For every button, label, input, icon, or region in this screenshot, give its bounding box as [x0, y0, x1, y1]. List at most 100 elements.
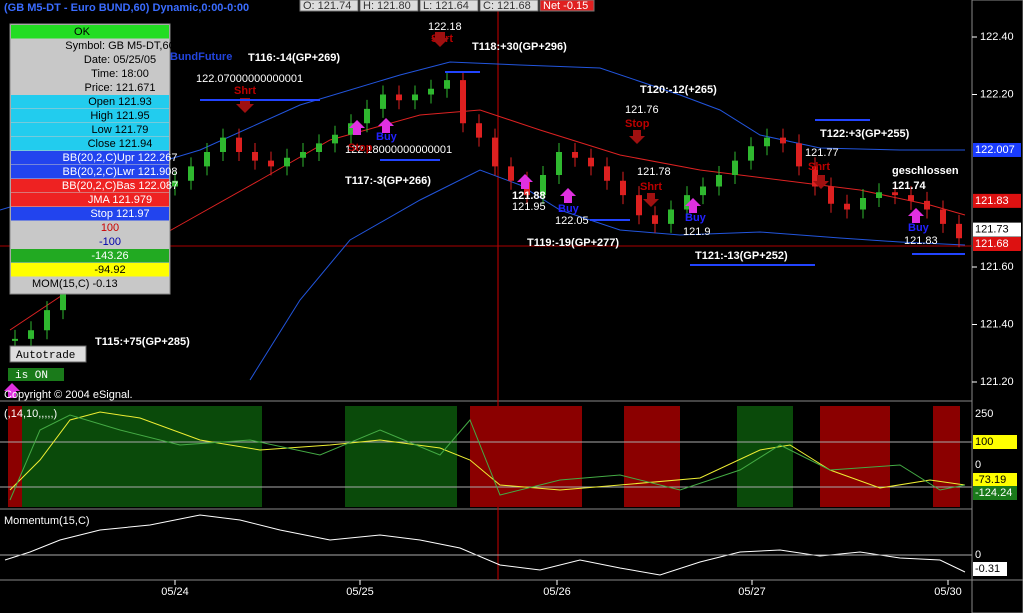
- short-arrow: [629, 130, 645, 144]
- candle-body: [924, 200, 930, 210]
- price-marker: [973, 142, 1021, 157]
- candle-body: [12, 338, 18, 341]
- candle-body: [716, 175, 722, 187]
- annotation: 121.76: [625, 104, 659, 116]
- candle-body: [700, 186, 706, 196]
- candle-body: [572, 152, 578, 158]
- annotation: 121.9: [683, 226, 711, 238]
- date-label: 05/24: [161, 586, 189, 598]
- candle-body: [460, 80, 466, 124]
- candle-body: [732, 160, 738, 175]
- annotation: 121.83: [904, 235, 938, 247]
- panel-row: [11, 235, 169, 249]
- panel-row-text: Stop 121.97: [90, 208, 149, 220]
- annotation: 122.05: [555, 215, 589, 227]
- candle-body: [188, 166, 194, 181]
- panel-row-text: Date: 05/25/05: [84, 54, 156, 66]
- panel-row-text: -143.26: [91, 250, 128, 262]
- candle-body: [588, 157, 594, 167]
- ohlc-box: [419, 0, 479, 12]
- panel-row: [11, 179, 169, 193]
- candle-body: [300, 152, 306, 158]
- annotation: T115:+75(GP+285): [95, 336, 190, 348]
- panel-row-text: 100: [101, 222, 119, 234]
- price-marker: [973, 193, 1021, 208]
- momentum-axis-label: 0: [975, 549, 981, 561]
- candle-body: [348, 123, 354, 135]
- panel-row-text: BB(20,2,C)Lwr 121.908: [63, 166, 178, 178]
- panel-row: [11, 123, 169, 137]
- ohlc-value: Net -0.15: [543, 0, 588, 12]
- oscillator-zone: [470, 406, 582, 507]
- oscillator-zone: [345, 406, 457, 507]
- momentum-line: [4, 514, 966, 576]
- annotation: Shrt: [640, 181, 662, 193]
- ohlc-value: C: 121.68: [483, 0, 531, 12]
- candle-body: [540, 175, 546, 196]
- chart-title: (GB M5-DT - Euro BUND,60) Dynamic,0:00-0…: [4, 2, 249, 14]
- candle-body: [428, 88, 434, 95]
- candle-body: [796, 143, 802, 167]
- buy-arrow: [560, 188, 576, 203]
- annotation: Buy: [376, 131, 398, 143]
- autotrade-button[interactable]: [9, 345, 87, 363]
- candle-body: [284, 157, 290, 167]
- oscillator-zone: [22, 406, 262, 507]
- annotation: Buy: [685, 212, 707, 224]
- main-pane: T115:+75(GP+285) T116:-14(GP+269) T117:-3(…: [0, 21, 966, 398]
- annotation: Stop: [348, 142, 373, 154]
- annotation: T119:-19(GP+277): [527, 237, 619, 249]
- annotation: geschlossen: [892, 165, 959, 177]
- annotation: Stop: [625, 118, 650, 130]
- status-label: is ON: [15, 370, 48, 382]
- oscillator-background: [0, 406, 972, 507]
- band-upper: [0, 61, 965, 211]
- buy-arrow: [685, 198, 701, 213]
- oscillator-label: (,14,10,,,,,): [4, 408, 57, 420]
- panel-row: [11, 263, 169, 277]
- price-marker-label: 121.83: [975, 195, 1009, 207]
- y-tick-label: 121.60: [980, 261, 1014, 273]
- panel-row: [11, 53, 169, 67]
- ohlc-box: [479, 0, 539, 12]
- candle-body: [940, 209, 946, 224]
- oscillator-line: [9, 414, 966, 501]
- date-label: 05/26: [543, 586, 571, 598]
- date-label: 05/25: [346, 586, 374, 598]
- candle-body: [380, 94, 386, 109]
- candle-body: [780, 137, 786, 144]
- candle-body: [220, 137, 226, 152]
- price-marker-label: 121.73: [975, 224, 1009, 236]
- candle-body: [652, 215, 658, 224]
- buy-arrow: [517, 174, 533, 189]
- ohlc-box: [539, 0, 595, 12]
- annotation: 122.07000000000001: [196, 73, 303, 85]
- price-marker: [973, 222, 1021, 237]
- status-box: [8, 368, 64, 381]
- panel-row-text: Time: 18:00: [91, 68, 149, 80]
- axis-marker: [973, 435, 1017, 449]
- candle-body: [28, 330, 34, 339]
- candle-body: [636, 195, 642, 216]
- ohlc-value: L: 121.64: [423, 0, 469, 12]
- oscillator-zone: [820, 406, 890, 507]
- momentum-label: Momentum(15,C): [4, 515, 90, 527]
- price-axis-area: [971, 0, 1023, 613]
- oscillator-zone: [624, 406, 680, 507]
- candle-body: [252, 152, 258, 161]
- axis-marker: [973, 562, 1007, 576]
- candle-body: [204, 152, 210, 167]
- date-label: 05/30: [934, 586, 962, 598]
- candle-body: [860, 198, 866, 210]
- annotation: Shrt: [234, 85, 256, 97]
- price-marker: [973, 237, 1021, 251]
- candle-body: [556, 152, 562, 175]
- info-panel: OK Symbol: GB M5-DT,60 Date: 05/25/05 Time:…: [9, 23, 178, 295]
- panel-row-text: Open 121.93: [88, 96, 152, 108]
- panel-row: [11, 221, 169, 235]
- panel-row: [11, 137, 169, 151]
- price-marker-label: 121.68: [975, 238, 1009, 250]
- copyright: Copyright © 2004 eSignal.: [4, 389, 133, 401]
- annotation: 121.78: [637, 166, 671, 178]
